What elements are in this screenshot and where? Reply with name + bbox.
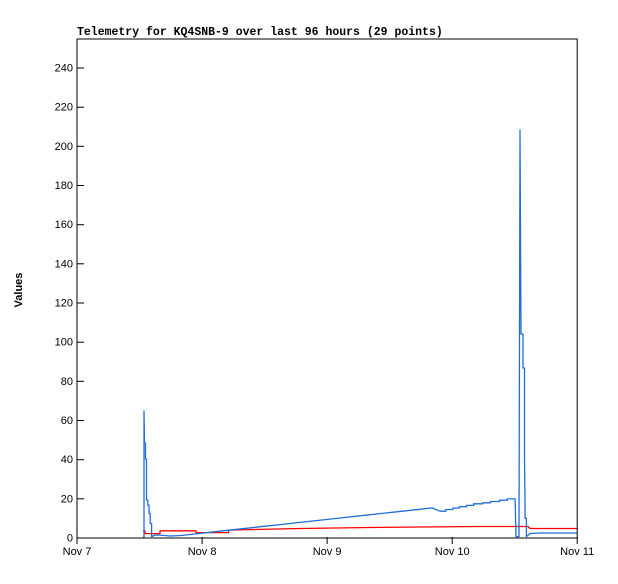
- svg-text:180: 180: [55, 180, 73, 192]
- svg-text:0: 0: [67, 533, 73, 545]
- svg-text:160: 160: [55, 219, 73, 231]
- svg-text:20: 20: [61, 493, 73, 505]
- svg-text:Nov 10: Nov 10: [435, 546, 470, 558]
- svg-text:60: 60: [61, 415, 73, 427]
- svg-text:240: 240: [55, 63, 73, 75]
- svg-text:Nov 11: Nov 11: [560, 546, 594, 558]
- svg-text:140: 140: [55, 258, 73, 270]
- svg-text:200: 200: [55, 141, 73, 153]
- svg-text:Nov 8: Nov 8: [188, 546, 217, 558]
- svg-text:220: 220: [55, 102, 73, 114]
- svg-text:80: 80: [61, 376, 73, 388]
- svg-text:40: 40: [61, 454, 73, 466]
- svg-text:100: 100: [55, 337, 73, 349]
- svg-text:Nov 7: Nov 7: [63, 546, 92, 558]
- svg-text:120: 120: [55, 298, 73, 310]
- svg-text:Nov 9: Nov 9: [313, 546, 342, 558]
